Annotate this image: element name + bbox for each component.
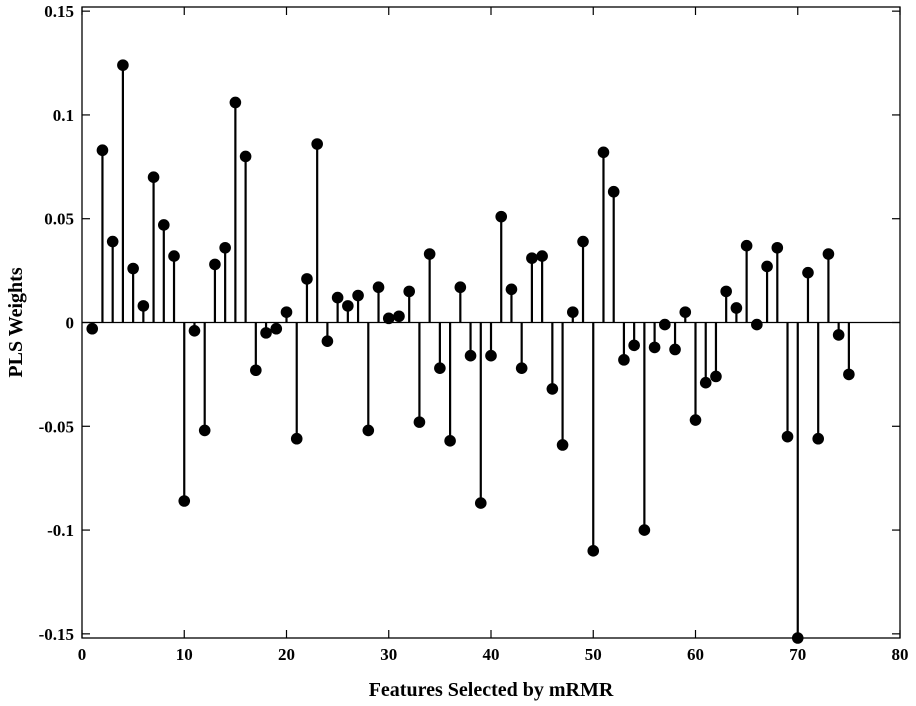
stem-marker: [771, 241, 784, 254]
stem-marker: [413, 416, 426, 428]
stem-marker: [127, 262, 139, 275]
x-tick-label: 80: [892, 645, 909, 664]
stem-marker: [117, 59, 129, 71]
stem-marker: [250, 364, 262, 377]
x-tick-label: 20: [278, 645, 295, 664]
y-axis-ticks: 0.15 0.1 0.05 0 -0.05 -0.1 -0.15: [39, 2, 900, 644]
x-tick-label: 40: [483, 645, 500, 664]
stem-marker: [423, 248, 436, 260]
stem-marker: [270, 322, 283, 335]
stem-marker: [301, 273, 313, 285]
y-tick-label: 0.05: [44, 210, 74, 229]
stem-marker: [536, 250, 548, 262]
stem-marker: [781, 430, 794, 443]
x-tick-label: 0: [78, 645, 87, 664]
markers-layer: [86, 59, 855, 644]
stem-marker: [679, 306, 692, 318]
stem-marker: [618, 354, 630, 366]
stem-marker: [188, 325, 201, 337]
stem-marker: [168, 250, 180, 262]
stem-marker: [556, 439, 569, 451]
stem-marker: [495, 210, 508, 223]
stem-marker: [403, 285, 416, 298]
stem-marker: [812, 432, 824, 445]
stem-marker: [474, 497, 487, 509]
y-tick-label: 0.15: [44, 2, 74, 21]
stem-marker: [597, 146, 610, 159]
stem-marker: [229, 96, 242, 109]
stem-marker: [485, 349, 497, 362]
stem-marker: [444, 435, 456, 447]
stem-marker: [689, 414, 702, 426]
x-tick-label: 60: [687, 645, 704, 664]
stem-marker: [290, 432, 303, 445]
stem-marker: [239, 150, 252, 163]
stem-marker: [628, 339, 640, 352]
y-tick-label: -0.1: [47, 521, 74, 540]
y-tick-label: -0.05: [39, 417, 74, 436]
stem-marker: [362, 424, 375, 437]
stem-marker: [434, 362, 446, 374]
stem-marker: [761, 260, 773, 273]
stem-marker: [740, 239, 753, 252]
stem-marker: [659, 318, 671, 331]
stem-marker: [577, 235, 589, 248]
stem-marker: [158, 219, 170, 231]
x-tick-label: 70: [789, 645, 806, 664]
x-axis-title: Features Selected by mRMR: [369, 679, 614, 701]
stem-marker: [311, 138, 323, 150]
stem-marker: [260, 327, 272, 339]
stem-marker: [464, 349, 477, 362]
stem-marker: [638, 524, 651, 536]
stem-marker: [843, 368, 855, 381]
stem-marker: [720, 285, 732, 298]
x-tick-label: 10: [176, 645, 193, 664]
stem-marker: [393, 310, 405, 323]
stem-marker: [751, 318, 763, 331]
stem-marker: [331, 291, 344, 304]
stem-marker: [567, 306, 579, 318]
x-axis-ticks: 0 10 20 30 40 50 60 70 80: [78, 7, 909, 664]
stem-marker: [546, 383, 559, 395]
stem-marker: [699, 376, 712, 389]
y-tick-label: 0: [66, 314, 75, 333]
stem-marker: [372, 281, 385, 294]
stem-marker: [454, 281, 467, 294]
stem-marker: [137, 300, 150, 312]
stem-marker: [730, 302, 743, 314]
stem-marker: [587, 545, 600, 557]
stem-marker: [802, 266, 814, 279]
stem-marker: [342, 300, 354, 312]
stem-marker: [86, 322, 99, 335]
y-axis-title: PLS Weights: [5, 267, 27, 377]
stem-marker: [352, 289, 364, 302]
y-tick-label: 0.1: [53, 106, 74, 125]
stem-marker: [710, 370, 722, 383]
stem-marker: [607, 185, 620, 198]
y-tick-label: -0.15: [39, 625, 74, 644]
stem-marker: [321, 335, 334, 347]
stem-marker: [669, 343, 681, 356]
stem-marker: [505, 283, 518, 296]
stem-marker: [382, 312, 395, 325]
stem-marker: [832, 329, 845, 341]
stem-marker: [822, 248, 835, 260]
stem-marker: [526, 252, 538, 264]
stem-marker: [178, 495, 191, 507]
stem-marker: [147, 171, 160, 184]
stem-marker: [219, 241, 231, 254]
x-tick-label: 50: [585, 645, 602, 664]
stem-marker: [106, 235, 119, 248]
stem-marker: [648, 341, 661, 354]
stem-marker: [515, 362, 528, 374]
stem-marker: [280, 306, 293, 318]
stem-marker: [96, 144, 109, 157]
stem-marker: [209, 258, 221, 271]
x-tick-label: 30: [380, 645, 397, 664]
stem-marker: [198, 424, 211, 437]
